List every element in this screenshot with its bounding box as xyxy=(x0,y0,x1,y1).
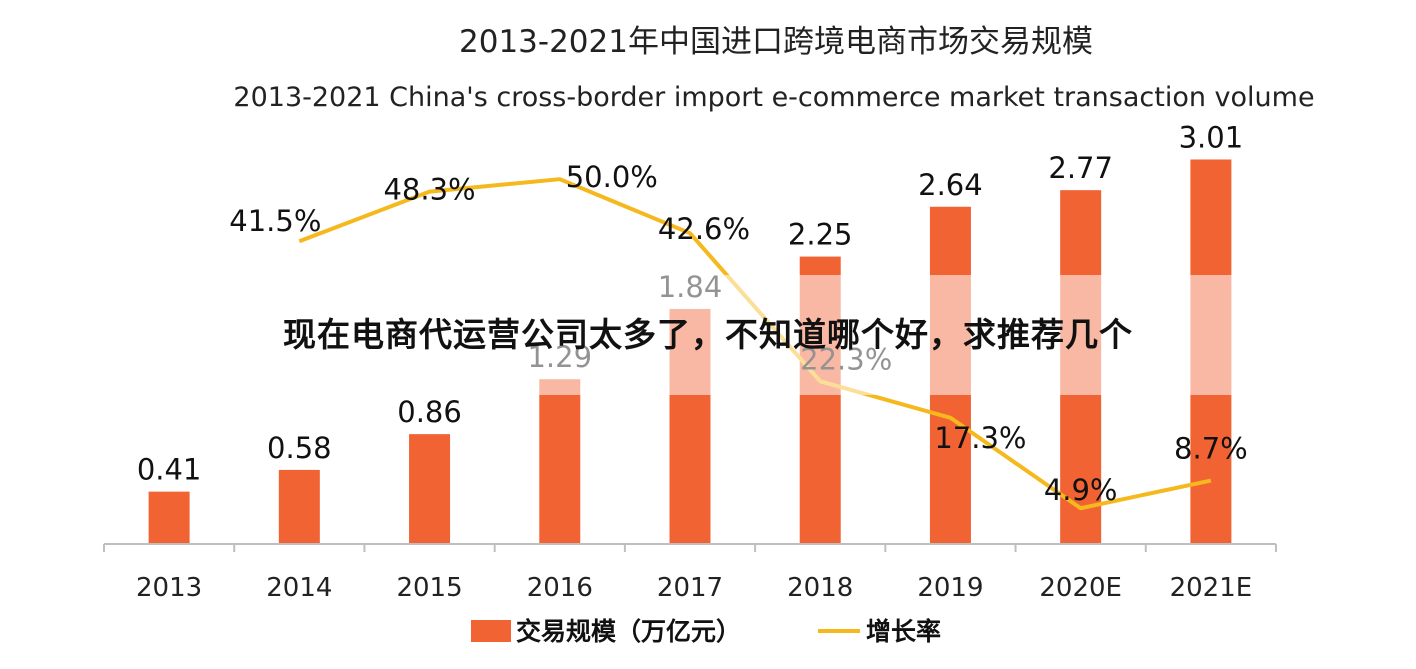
bar-label-2015: 0.86 xyxy=(397,395,462,429)
growth-label-2015: 48.3% xyxy=(383,173,475,207)
growth-label-2017: 42.6% xyxy=(658,212,750,246)
bar-label-2014: 0.58 xyxy=(267,431,332,465)
x-tick-label-2016: 2016 xyxy=(527,573,593,603)
x-tick-label-2017: 2017 xyxy=(657,573,723,603)
growth-label-2016: 50.0% xyxy=(566,160,658,194)
bar-2016 xyxy=(539,379,581,544)
bar-label-2021E: 3.01 xyxy=(1179,120,1244,154)
x-tick-label-2014: 2014 xyxy=(266,573,332,603)
bar-2014 xyxy=(278,469,320,544)
x-tick-label-2020E: 2020E xyxy=(1039,573,1122,603)
x-tick-label-2019: 2019 xyxy=(917,573,983,603)
bar-2015 xyxy=(409,434,451,544)
growth-label-2014: 41.5% xyxy=(229,204,321,238)
growth-label-2020E: 4.9% xyxy=(1044,473,1118,507)
bar-label-2019: 2.64 xyxy=(918,168,983,202)
x-tick-label-2018: 2018 xyxy=(787,573,853,603)
legend-swatch-bar xyxy=(471,620,511,642)
x-tick-label-2013: 2013 xyxy=(136,573,202,603)
x-axis: 2013 2014 2015 2016 2017 2018 2019 2020E 2021E xyxy=(103,543,1277,603)
bar-label-2013: 0.41 xyxy=(137,453,202,487)
overlay-caption: 现在电商代运营公司太多了，不知道哪个好，求推荐几个 xyxy=(283,315,1133,354)
x-tick-label-2021E: 2021E xyxy=(1170,573,1253,603)
bar-label-2020E: 2.77 xyxy=(1048,151,1113,185)
bar-label-2018: 2.25 xyxy=(788,218,853,252)
chart-title: 2013-2021年中国进口跨境电商市场交易规模 xyxy=(459,24,1093,60)
legend: 交易规模（万亿元） 增长率 xyxy=(471,617,941,646)
overlay-band xyxy=(0,275,1416,395)
growth-label-2021E: 8.7% xyxy=(1174,432,1248,466)
growth-label-2019: 17.3% xyxy=(934,421,1026,455)
legend-label-line: 增长率 xyxy=(866,617,941,646)
bar-2013 xyxy=(148,491,190,544)
x-tick-label-2015: 2015 xyxy=(396,573,462,603)
chart-subtitle: 2013-2021 China's cross-border import e-… xyxy=(233,82,1314,113)
legend-label-bar: 交易规模（万亿元） xyxy=(516,617,741,646)
